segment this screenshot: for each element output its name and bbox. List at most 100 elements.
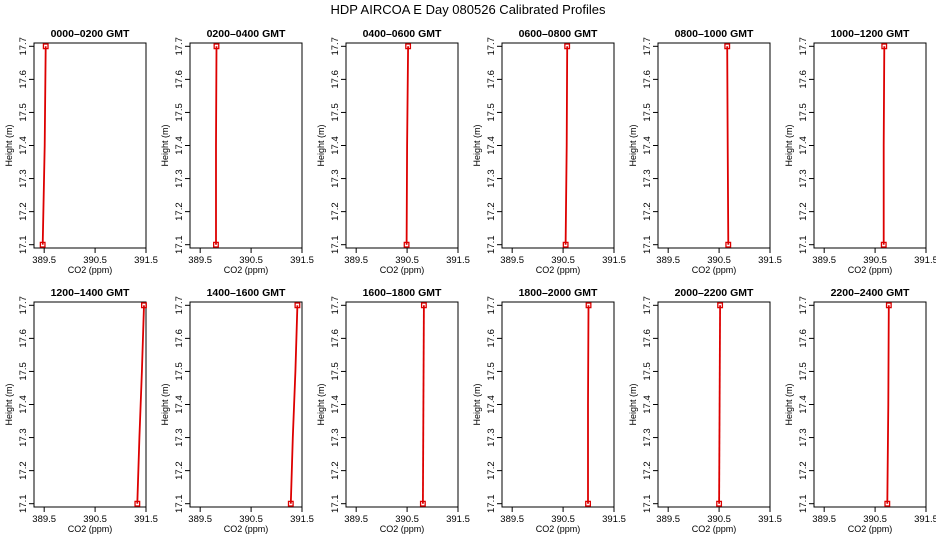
y-tick-label: 17.3 bbox=[642, 428, 653, 447]
x-tick-label: 389.5 bbox=[32, 255, 56, 266]
y-tick-label: 17.4 bbox=[798, 136, 809, 155]
y-tick-label: 17.5 bbox=[330, 362, 341, 381]
x-tick-label: 391.5 bbox=[602, 514, 626, 525]
y-tick-label: 17.4 bbox=[330, 395, 341, 414]
y-tick-label: 17.2 bbox=[486, 461, 497, 480]
profile-marker bbox=[294, 302, 301, 309]
y-tick-label: 17.3 bbox=[486, 428, 497, 447]
x-axis-label: CO2 (ppm) bbox=[848, 524, 893, 534]
y-axis-label: Height (m) bbox=[160, 383, 170, 425]
panel-title: 0200–0400 GMT bbox=[207, 28, 286, 40]
y-tick-label: 17.4 bbox=[642, 136, 653, 155]
panel-7: 1400–1600 GMT 389.5 390.5 391.5 CO2 (ppm) 17.… bbox=[160, 287, 314, 534]
y-tick-label: 17.2 bbox=[174, 461, 185, 480]
y-tick-label: 17.2 bbox=[486, 202, 497, 221]
profile-marker bbox=[39, 241, 46, 248]
profile-marker bbox=[564, 43, 571, 50]
panel-grid: 0000–0200 GMT 389.5 390.5 391.5 CO2 (ppm) 17.… bbox=[4, 28, 936, 534]
panel-title: 2200–2400 GMT bbox=[831, 287, 910, 299]
panel-0: 0000–0200 GMT 389.5 390.5 391.5 CO2 (ppm) 17.… bbox=[4, 28, 158, 275]
x-axis-label: CO2 (ppm) bbox=[68, 265, 113, 275]
profile-line bbox=[587, 305, 590, 504]
y-tick-label: 17.1 bbox=[798, 235, 809, 254]
profile-line bbox=[564, 46, 569, 245]
profile-marker bbox=[287, 500, 294, 507]
y-tick-label: 17.7 bbox=[18, 296, 29, 315]
y-tick-label: 17.3 bbox=[330, 428, 341, 447]
x-tick-label: 391.5 bbox=[290, 255, 314, 266]
profile-marker bbox=[403, 241, 410, 248]
x-tick-label: 390.5 bbox=[707, 514, 731, 525]
y-tick-label: 17.2 bbox=[174, 202, 185, 221]
x-tick-label: 390.5 bbox=[239, 514, 263, 525]
y-tick-label: 17.7 bbox=[330, 37, 341, 56]
x-axis-label: CO2 (ppm) bbox=[68, 524, 113, 534]
x-tick-label: 390.5 bbox=[863, 255, 887, 266]
y-tick-label: 17.2 bbox=[18, 461, 29, 480]
y-tick-label: 17.5 bbox=[642, 103, 653, 122]
profile-marker bbox=[213, 43, 220, 50]
panel-3: 0600–0800 GMT 389.5 390.5 391.5 CO2 (ppm) 17.… bbox=[472, 28, 626, 275]
y-tick-label: 17.3 bbox=[798, 169, 809, 188]
y-tick-label: 17.7 bbox=[798, 296, 809, 315]
y-tick-label: 17.6 bbox=[18, 329, 29, 348]
y-axis-label: Height (m) bbox=[628, 124, 638, 166]
x-tick-label: 389.5 bbox=[812, 514, 836, 525]
x-tick-label: 391.5 bbox=[602, 255, 626, 266]
profile-marker bbox=[725, 241, 732, 248]
y-tick-label: 17.1 bbox=[642, 235, 653, 254]
panel-title: 1400–1600 GMT bbox=[207, 287, 286, 299]
y-tick-label: 17.5 bbox=[486, 103, 497, 122]
profile-marker bbox=[717, 302, 724, 309]
y-tick-label: 17.1 bbox=[174, 494, 185, 513]
y-tick-label: 17.2 bbox=[18, 202, 29, 221]
panel-title: 1600–1800 GMT bbox=[363, 287, 442, 299]
x-tick-label: 391.5 bbox=[914, 255, 936, 266]
y-tick-label: 17.6 bbox=[798, 70, 809, 89]
panel-title: 1800–2000 GMT bbox=[519, 287, 598, 299]
panel-4: 0800–1000 GMT 389.5 390.5 391.5 CO2 (ppm) 17.… bbox=[628, 28, 782, 275]
profile-line bbox=[289, 305, 299, 504]
y-tick-label: 17.6 bbox=[330, 70, 341, 89]
x-axis-label: CO2 (ppm) bbox=[692, 265, 737, 275]
x-axis-label: CO2 (ppm) bbox=[848, 265, 893, 275]
y-tick-label: 17.2 bbox=[330, 461, 341, 480]
y-axis-label: Height (m) bbox=[472, 383, 482, 425]
x-tick-label: 391.5 bbox=[446, 514, 470, 525]
panel-10: 2000–2200 GMT 389.5 390.5 391.5 CO2 (ppm) 17.… bbox=[628, 287, 782, 534]
x-tick-label: 389.5 bbox=[500, 514, 524, 525]
y-tick-label: 17.3 bbox=[330, 169, 341, 188]
y-axis-label: Height (m) bbox=[784, 383, 794, 425]
profile-marker bbox=[134, 500, 141, 507]
profile-line bbox=[215, 46, 218, 245]
y-tick-label: 17.7 bbox=[174, 296, 185, 315]
x-tick-label: 389.5 bbox=[344, 514, 368, 525]
y-tick-label: 17.5 bbox=[798, 362, 809, 381]
x-axis-label: CO2 (ppm) bbox=[224, 265, 269, 275]
y-tick-label: 17.3 bbox=[174, 169, 185, 188]
y-axis-label: Height (m) bbox=[4, 124, 14, 166]
y-tick-label: 17.2 bbox=[330, 202, 341, 221]
y-tick-label: 17.3 bbox=[174, 428, 185, 447]
y-tick-label: 17.6 bbox=[18, 70, 29, 89]
y-tick-label: 17.6 bbox=[174, 329, 185, 348]
y-tick-label: 17.7 bbox=[486, 37, 497, 56]
profile-marker bbox=[419, 500, 426, 507]
y-tick-label: 17.5 bbox=[798, 103, 809, 122]
y-tick-label: 17.4 bbox=[18, 136, 29, 155]
y-tick-label: 17.1 bbox=[798, 494, 809, 513]
y-tick-label: 17.6 bbox=[174, 70, 185, 89]
profile-marker bbox=[405, 43, 412, 50]
y-tick-label: 17.7 bbox=[642, 296, 653, 315]
y-tick-label: 17.7 bbox=[174, 37, 185, 56]
profile-line bbox=[718, 305, 721, 504]
y-tick-label: 17.2 bbox=[798, 202, 809, 221]
y-tick-label: 17.5 bbox=[18, 103, 29, 122]
x-tick-label: 390.5 bbox=[707, 255, 731, 266]
x-tick-label: 389.5 bbox=[500, 255, 524, 266]
x-axis-label: CO2 (ppm) bbox=[224, 524, 269, 534]
y-tick-label: 17.7 bbox=[486, 296, 497, 315]
y-tick-label: 17.4 bbox=[174, 136, 185, 155]
